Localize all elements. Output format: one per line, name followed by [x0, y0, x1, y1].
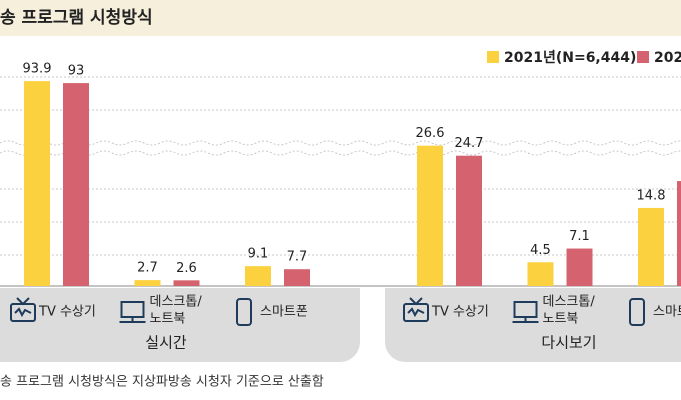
- icon-part: [14, 297, 32, 318]
- data-label: 2.7: [137, 261, 158, 276]
- break-line: [0, 150, 681, 156]
- category-icon: [236, 298, 252, 326]
- bar: [284, 269, 310, 286]
- data-label: 26.6: [416, 126, 445, 141]
- data-label: 93: [68, 64, 85, 79]
- chart-title: 송 프로그램 시청방식: [0, 7, 153, 28]
- grid: [0, 76, 681, 256]
- icon-part: [119, 317, 146, 323]
- bar: [134, 280, 161, 286]
- icon-part: [236, 298, 252, 326]
- group-label: 실시간: [145, 334, 187, 352]
- legend-swatch: [487, 51, 499, 63]
- category-icon: [512, 301, 539, 323]
- bar: [677, 181, 681, 286]
- group-label: 다시보기: [541, 334, 596, 352]
- data-label: 7.7: [287, 250, 308, 265]
- bar: [566, 248, 593, 286]
- data-label: 24.7: [455, 136, 484, 151]
- x-tick-label: 스마트폰: [260, 305, 308, 320]
- data-label: 9.1: [248, 247, 269, 262]
- bar: [527, 262, 554, 286]
- category-icon: [119, 301, 146, 323]
- break-line: [0, 140, 681, 146]
- legend-label: 2021년(N=6,444): [504, 50, 636, 66]
- data-label: 4.5: [530, 243, 551, 258]
- x-tick-label: 노트북: [543, 312, 579, 327]
- bar: [245, 266, 271, 286]
- bar: [417, 145, 443, 286]
- group-band: [0, 288, 360, 362]
- category-icon: [403, 297, 429, 322]
- x-tick-label: TV 수상기: [38, 305, 96, 320]
- data-label: 14.8: [637, 188, 666, 203]
- icon-part: [629, 298, 645, 326]
- category-icon: [629, 298, 645, 326]
- data-label: 93.9: [23, 62, 52, 77]
- bar: [456, 155, 482, 286]
- legend-swatch: [637, 51, 649, 63]
- icon-part: [407, 297, 425, 318]
- footnote: 송 프로그램 시청방식은 지상파방송 시청자 기준으로 산출함: [0, 375, 324, 390]
- x-tick-label: TV 수상기: [431, 305, 489, 320]
- x-tick-label: 데스크톱/: [543, 295, 596, 310]
- x-tick-label: 데스크톱/: [150, 295, 203, 310]
- bar: [173, 280, 200, 286]
- x-tick-label: 노트북: [150, 312, 186, 327]
- bar: [63, 83, 89, 286]
- bar: [24, 81, 50, 286]
- legend-label: 2022: [654, 50, 681, 66]
- icon-part: [512, 317, 539, 323]
- x-tick-label: 스마트폰: [653, 305, 681, 320]
- data-label: 2.6: [176, 261, 197, 276]
- category-icon: [10, 297, 36, 322]
- data-label: 7.1: [569, 229, 590, 244]
- title-band: [0, 0, 681, 36]
- group-band: [385, 288, 681, 362]
- bar: [638, 207, 664, 286]
